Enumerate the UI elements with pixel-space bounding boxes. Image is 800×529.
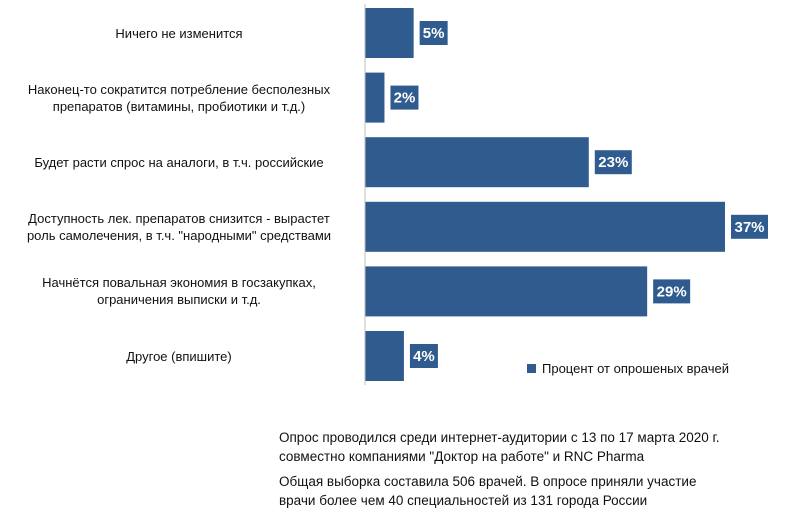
value-label-box	[390, 85, 419, 110]
bar	[365, 331, 404, 381]
bar-chart: 5% 2% 23% 37% 29% 4%	[364, 4, 768, 385]
note-sample-size-line-1: Общая выборка составила 506 врачей. В оп…	[279, 474, 697, 489]
category-label-line: Начнётся повальная экономия в госзакупка…	[42, 275, 316, 291]
category-label-line: роль самолечения, в т.ч. "народными" сре…	[26, 227, 332, 243]
category-label-line: Доступность лек. препаратов снизится - в…	[28, 210, 330, 226]
value-label: 23%	[598, 154, 628, 171]
note-sample-size: Общая выборка составила 506 врачей. В оп…	[279, 472, 794, 510]
category-label: Будет расти спрос на аналоги, в т.ч. рос…	[6, 154, 352, 171]
category-label-line: препаратов (витамины, пробиотики и т.д.)	[52, 98, 306, 114]
legend-swatch	[527, 364, 536, 373]
bar	[365, 137, 589, 188]
category-label-line: Ничего не изменится	[115, 25, 243, 41]
legend-label: Процент от опрошеных врачей	[542, 361, 729, 376]
note-survey-period-line-2: совместно компаниями "Доктор на работе" …	[279, 449, 645, 464]
value-label: 29%	[657, 283, 687, 300]
value-label: 2%	[394, 90, 416, 107]
category-label-line: Будет расти спрос на аналоги, в т.ч. рос…	[34, 154, 324, 170]
note-survey-period: Опрос проводился среди интернет-аудитори…	[279, 428, 794, 466]
category-label-line: Другое (впишите)	[126, 348, 232, 364]
value-label-box	[409, 344, 438, 368]
bar	[365, 266, 648, 317]
bar	[365, 72, 385, 123]
category-label: Другое (впишите)	[6, 348, 352, 365]
note-survey-period-line-1: Опрос проводился среди интернет-аудитори…	[279, 430, 720, 445]
category-label: Наконец-то сократится потребление беспол…	[6, 81, 352, 115]
value-label-box	[419, 21, 448, 45]
category-label-line: ограничения выписки и т.д.	[97, 292, 261, 308]
value-label-box	[653, 279, 691, 304]
value-label: 37%	[734, 219, 764, 236]
legend: Процент от опрошеных врачей	[527, 361, 729, 376]
category-label: Начнётся повальная экономия в госзакупка…	[6, 274, 352, 308]
value-label: 4%	[413, 348, 435, 365]
survey-notes: Опрос проводился среди интернет-аудитори…	[279, 428, 794, 516]
value-label-box	[594, 150, 632, 175]
category-label-line: Наконец-то сократится потребление беспол…	[27, 81, 331, 97]
note-sample-size-line-2: врачи более чем 40 специальностей из 131…	[279, 493, 648, 508]
bar	[365, 201, 725, 252]
bar	[365, 8, 414, 58]
value-label: 5%	[423, 25, 445, 42]
category-label: Ничего не изменится	[6, 25, 352, 42]
category-label: Доступность лек. препаратов снизится - в…	[6, 210, 352, 244]
value-label-box	[731, 214, 768, 239]
